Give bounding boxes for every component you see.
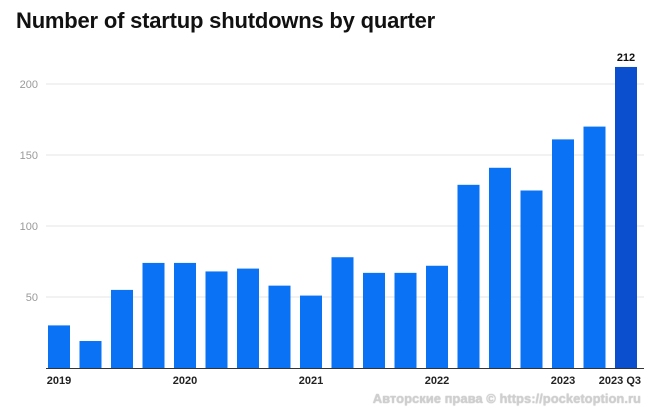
bar	[79, 341, 102, 368]
bar	[205, 271, 228, 368]
bar	[300, 295, 322, 368]
bars	[48, 66, 637, 369]
x-tick-label: 2023	[551, 375, 575, 387]
x-tick-label: 2019	[47, 375, 71, 387]
bar	[268, 285, 291, 368]
y-tick-label: 100	[20, 221, 38, 233]
bar	[520, 190, 543, 368]
bar	[426, 265, 448, 368]
labels: 50 100 150 200 2019 2020 2021 2022 2023 2023 Q3 21…	[20, 52, 641, 387]
watermark: Авторские права © https://pocketoption.r…	[372, 391, 641, 406]
y-tick-label: 200	[20, 79, 38, 91]
bar	[111, 289, 133, 368]
chart-title: Number of startup shutdowns by quarter	[16, 8, 435, 33]
bar	[237, 268, 259, 368]
bar	[394, 272, 417, 368]
bar	[583, 126, 606, 368]
x-tick-label: 2022	[425, 375, 449, 387]
bar	[174, 262, 196, 368]
bar	[48, 325, 70, 368]
bar	[142, 262, 165, 368]
x-tick-label: 2021	[299, 375, 323, 387]
bar	[363, 272, 385, 368]
bar	[552, 139, 574, 368]
bar-highlight	[615, 66, 637, 369]
bar	[331, 257, 354, 368]
data-label: 212	[617, 52, 635, 64]
y-tick-label: 150	[20, 150, 38, 162]
x-tick-label: 2020	[173, 375, 197, 387]
x-tick-label: 2023 Q3	[599, 375, 641, 387]
bar	[489, 167, 511, 368]
bar	[457, 184, 480, 368]
y-tick-label: 50	[26, 292, 38, 304]
